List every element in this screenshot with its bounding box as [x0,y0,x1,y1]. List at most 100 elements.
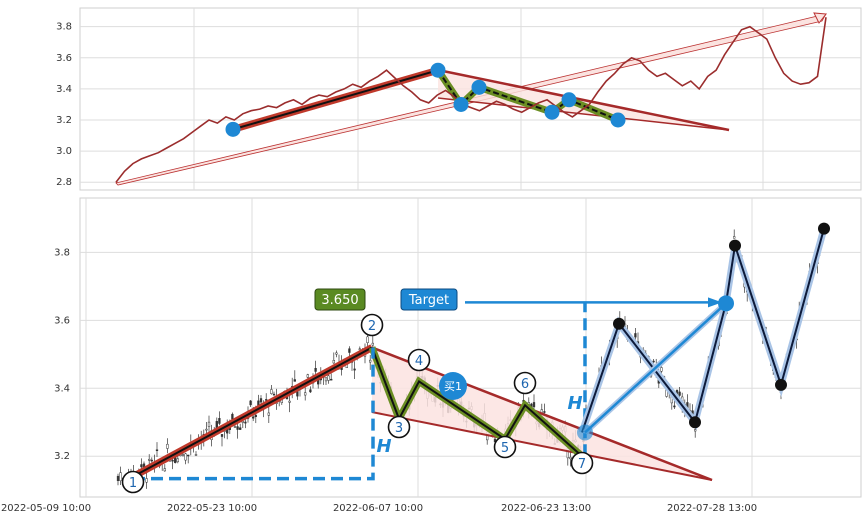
candle-body [678,391,681,396]
bottom-y-tick-label: 3.8 [54,247,70,258]
candle-body [652,360,655,363]
candle-body [270,389,273,394]
top-y-tick-label: 3.0 [56,146,72,157]
top-y-tick-label: 2.8 [56,177,72,188]
pivot-circle [513,371,537,395]
bottom-plot-area [79,197,862,498]
candle-body [176,458,179,463]
h-bracket-left [133,347,375,481]
candle-body [163,468,166,472]
candle-body [249,400,252,406]
pivot-label: 4 [415,354,423,369]
pivot-label: 7 [578,457,586,472]
candle-body [332,360,335,364]
projection-dot [613,317,625,330]
top-pivot-dot [225,121,241,137]
candle-body [233,426,237,428]
candle-body [288,400,291,403]
target-label: Target [408,293,449,308]
candle-body [293,379,296,382]
target-arrow-head [708,297,722,308]
bottom-y-ticks: 3.2 3.4 3.6 3.8 [54,247,70,462]
x-tick-label: 2022-05-09 10:00 [1,503,91,514]
bottom-panel: 3.2 3.4 3.6 3.8 2022-05-09 10:00 2022-05-23 … [1,197,862,514]
pivot-circle [387,415,411,439]
x-tick-label: 2022-06-07 10:00 [333,503,423,514]
top-price-line [115,17,827,183]
candle-body [220,434,224,437]
candle-body [148,458,151,461]
candle-body [306,374,309,378]
candle-body [236,426,239,430]
candle-body [267,412,270,416]
candle-body [259,398,263,403]
top-overlays [115,12,827,186]
candle-body [694,429,697,432]
candle-body [150,459,153,462]
candle-body [244,421,247,424]
candle-body [353,368,356,371]
candle-body [155,449,159,451]
candle-body [366,336,369,343]
candle-body [673,405,676,408]
price-box: 3.650 [314,288,366,311]
pivot-labels: 1 2 3 4 5 6 7 买1 H H [121,313,594,494]
top-pivot-dot [610,112,626,128]
pivot-label: 1 [129,476,137,491]
candle-body [241,421,244,423]
candle-body [171,459,174,462]
leg-core [132,346,373,478]
top-zigzag-core [437,69,619,121]
candle-body [181,454,185,456]
pivot-circle [360,313,384,337]
candle-body [205,428,208,431]
upper-trendline [371,346,713,482]
candle-body [532,402,536,408]
candle-body [324,377,328,382]
candle-body [116,475,120,481]
target-box: Target [400,288,458,311]
price-box-label: 3.650 [321,293,358,308]
pivot-label: 2 [368,319,376,334]
top-pivot-dot [430,62,446,78]
bottom-y-tick-label: 3.2 [54,451,70,462]
candle-body [335,352,338,355]
top-pivot-dot [453,96,469,112]
x-tick-label: 2022-07-28 13:00 [667,503,757,514]
target-dot [718,295,734,312]
candle-body [569,457,572,460]
candle-body [265,399,268,401]
candle-body [327,375,330,381]
lower-trendline [371,411,713,481]
top-pattern-markers [225,62,626,137]
pivot-circle [407,348,431,372]
candle-body [145,478,148,483]
candle-body [239,427,242,430]
pivot-circle [493,435,517,459]
x-tick-label: 2022-05-23 10:00 [167,503,257,514]
top-leg-core [232,69,439,131]
candle-body [218,418,221,424]
breakout-line [584,302,727,434]
top-y-tick-label: 3.8 [56,22,72,33]
top-y-tick-label: 3.6 [56,53,72,64]
top-y-tick-label: 3.4 [56,84,72,95]
candle-body [187,454,190,457]
candle-body [119,472,122,482]
candle-body [166,443,169,449]
buy-label: 买1 [444,380,462,393]
top-grid [80,8,861,190]
pivot-circle [570,451,594,475]
candle-body [184,453,187,461]
candle-body [634,333,637,338]
projection-dot [775,378,787,391]
projection-dot [689,416,701,429]
pivot-label: 5 [501,441,509,456]
candle-body [369,359,372,363]
candle-body [272,393,276,396]
candle-body [733,236,736,239]
top-lower-trendline [437,97,730,131]
pivot-label: 3 [395,421,403,436]
top-pivot-dot [561,92,577,108]
